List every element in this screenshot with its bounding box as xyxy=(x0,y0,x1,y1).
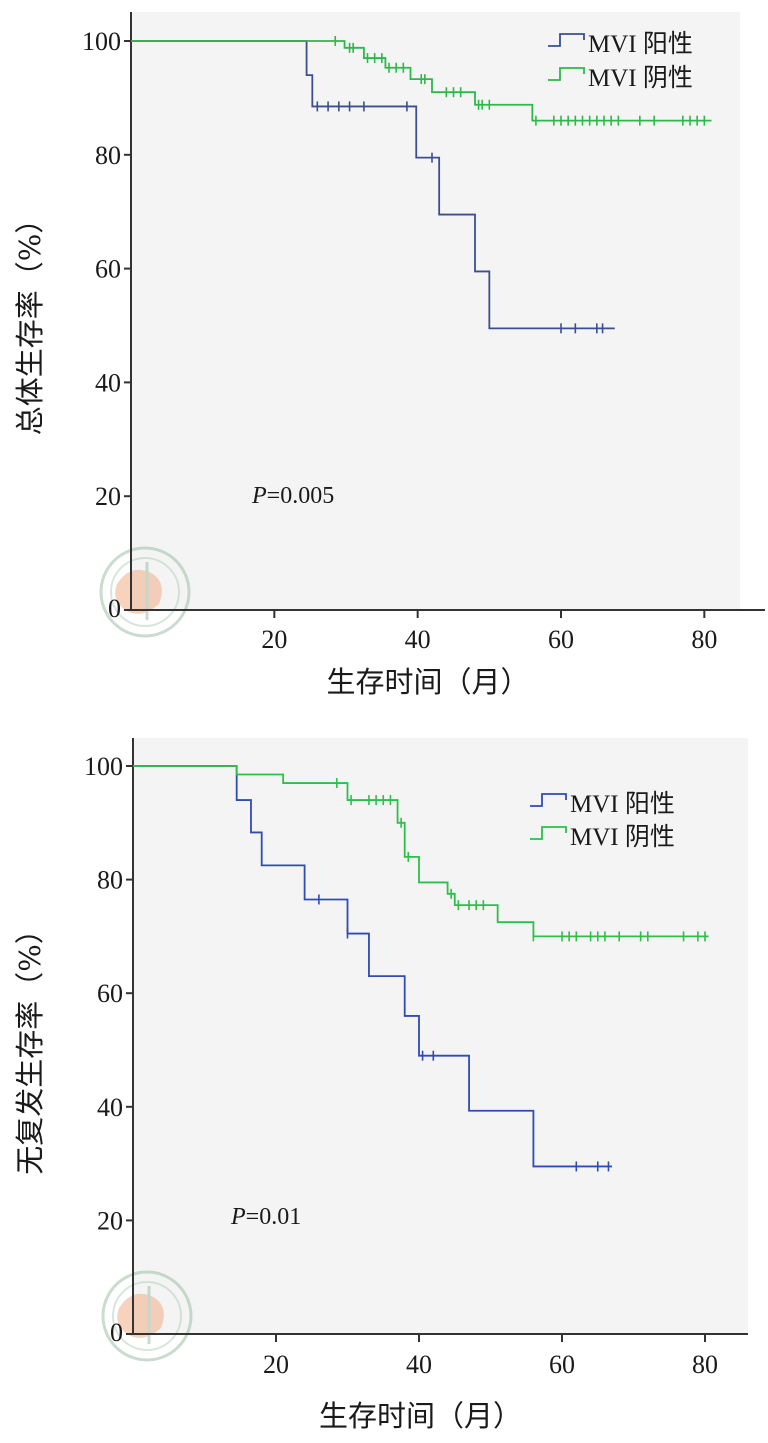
legend-swatch xyxy=(530,793,567,807)
legend-label: MVI 阴性 xyxy=(588,64,693,92)
x-tick-label: 20 xyxy=(263,1350,289,1379)
legend-label: MVI 阳性 xyxy=(570,790,675,818)
legend-swatch xyxy=(548,33,585,47)
y-tick-label: 0 xyxy=(110,1318,123,1347)
chart-1: 0 20 40 60 80 100 20 40 60 80 生存时间（月） 总体生存率（%） MVI 阳… xyxy=(13,12,765,699)
p-value-label: P=0.005 xyxy=(251,483,334,509)
legend-swatch xyxy=(548,67,585,81)
series-mvi-positive xyxy=(133,765,613,1172)
y-tick-label: 80 xyxy=(95,141,121,170)
y-tick-label: 100 xyxy=(84,752,123,781)
legend-swatch xyxy=(530,826,567,840)
chart-2: 0 20 40 60 80 100 20 40 60 80 生存时间（月） 无复发生存率（%） MVI … xyxy=(13,738,748,1433)
x-tick-label: 60 xyxy=(548,625,574,654)
series-mvi-negative xyxy=(133,765,709,942)
series-mvi-positive xyxy=(131,40,615,334)
plot-area xyxy=(131,12,740,610)
p-value-label: P=0.01 xyxy=(230,1204,301,1230)
y-tick-label: 0 xyxy=(108,594,121,623)
series-mvi-negative xyxy=(131,36,712,126)
x-tick-label: 80 xyxy=(691,625,717,654)
survival-step-line xyxy=(133,765,613,1168)
y-tick-label: 40 xyxy=(97,1093,123,1122)
x-axis-title: 生存时间（月） xyxy=(326,665,529,699)
plot-area xyxy=(133,738,748,1334)
y-axis-title: 无复发生存率（%） xyxy=(13,915,47,1175)
x-tick-label: 60 xyxy=(549,1350,575,1379)
survival-step-line xyxy=(133,765,709,938)
y-tick-label: 20 xyxy=(95,482,121,511)
survival-step-line xyxy=(131,40,712,122)
legend-label: MVI 阴性 xyxy=(570,823,675,851)
y-tick-label: 40 xyxy=(95,368,121,397)
y-tick-label: 20 xyxy=(97,1206,123,1235)
y-axis-title: 总体生存率（%） xyxy=(13,205,47,436)
x-tick-label: 40 xyxy=(406,1350,432,1379)
y-tick-label: 60 xyxy=(95,255,121,284)
survival-step-line xyxy=(131,40,615,330)
y-tick-label: 60 xyxy=(97,979,123,1008)
y-tick-label: 80 xyxy=(97,866,123,895)
x-tick-label: 20 xyxy=(261,625,287,654)
x-axis-title: 生存时间（月） xyxy=(319,1399,522,1433)
y-tick-label: 100 xyxy=(82,27,121,56)
x-tick-label: 80 xyxy=(692,1350,718,1379)
x-tick-label: 40 xyxy=(405,625,431,654)
legend-label: MVI 阳性 xyxy=(588,30,693,58)
